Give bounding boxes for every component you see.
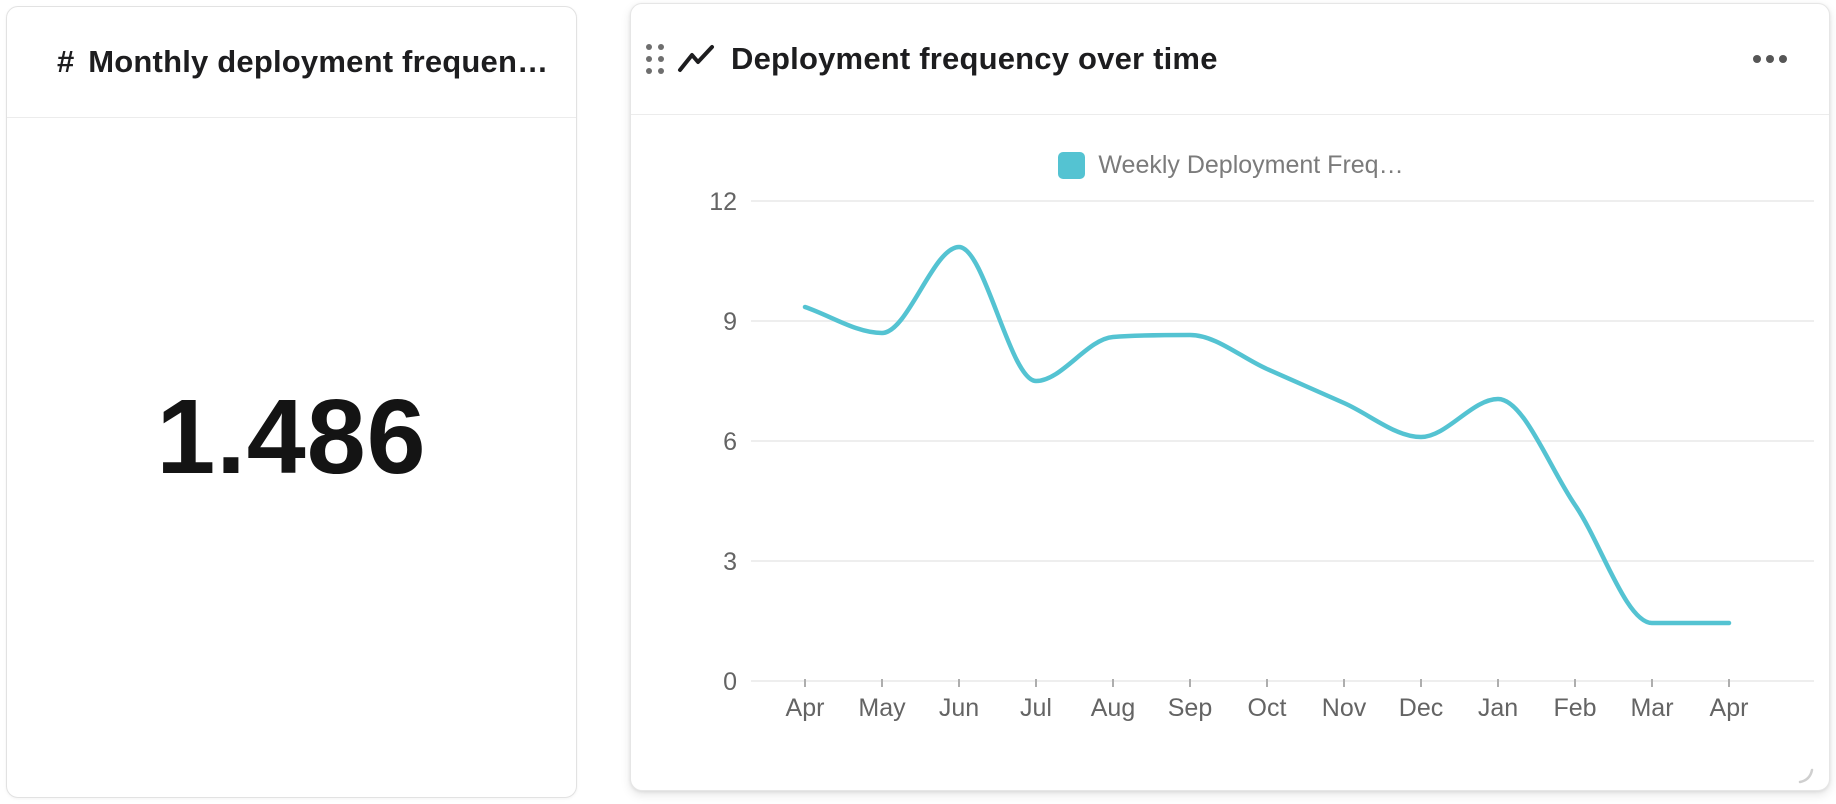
- x-axis-tick-label: Jul: [1020, 694, 1052, 722]
- line-chart[interactable]: 12 9 6 3 0 Apr May Jun Jul Aug Sep Oct Nov Dec Jan Feb M…: [631, 115, 1831, 792]
- y-axis-tick-label: 9: [723, 308, 737, 336]
- chart-area: Weekly Deployment Freq… 12 9 6 3 0 Apr May Jun J…: [631, 115, 1831, 792]
- x-axis-tick-label: Feb: [1553, 694, 1596, 722]
- x-axis-tick-label: Oct: [1248, 694, 1287, 722]
- drag-handle-icon[interactable]: [646, 44, 664, 74]
- chart-widget-header: Deployment frequency over time: [631, 4, 1829, 115]
- x-axis-tick-label: Mar: [1630, 694, 1673, 722]
- legend-label: Weekly Deployment Freq…: [1098, 151, 1404, 179]
- x-axis-tick-label: May: [858, 694, 906, 722]
- x-axis-tick-label: Apr: [786, 694, 825, 722]
- x-axis-tick-label: Nov: [1322, 694, 1367, 722]
- x-axis-tick-label: Dec: [1399, 694, 1443, 722]
- chart-widget-card: Deployment frequency over time Weekly De…: [630, 3, 1830, 791]
- number-widget-icon: #: [57, 44, 75, 79]
- x-axis-tick-label: Aug: [1091, 694, 1135, 722]
- stat-widget-title: Monthly deployment frequen…: [88, 44, 549, 79]
- y-axis-tick-label: 0: [723, 668, 737, 696]
- resize-handle-icon[interactable]: [1797, 767, 1815, 785]
- x-axis-tick-label: Apr: [1710, 694, 1749, 722]
- legend-swatch: [1058, 152, 1086, 179]
- stat-value: 1.486: [156, 378, 427, 496]
- y-axis-tick-label: 3: [723, 548, 737, 576]
- x-axis-tick-label: Jan: [1478, 694, 1518, 722]
- y-axis-tick-label: 6: [723, 428, 737, 456]
- y-axis-tick-label: 12: [709, 188, 737, 216]
- x-axis-tick-label: Sep: [1168, 694, 1212, 722]
- stat-widget-header: # Monthly deployment frequen…: [7, 7, 576, 118]
- stat-value-container: 1.486: [7, 118, 576, 797]
- line-chart-icon: [678, 45, 714, 72]
- series-line: [802, 244, 1732, 626]
- more-options-icon[interactable]: [1751, 49, 1789, 69]
- chart-widget-title: Deployment frequency over time: [731, 41, 1218, 76]
- x-axis-tick-label: Jun: [939, 694, 979, 722]
- chart-legend[interactable]: Weekly Deployment Freq…: [631, 151, 1831, 180]
- stat-widget-card: # Monthly deployment frequen… 1.486: [6, 6, 577, 798]
